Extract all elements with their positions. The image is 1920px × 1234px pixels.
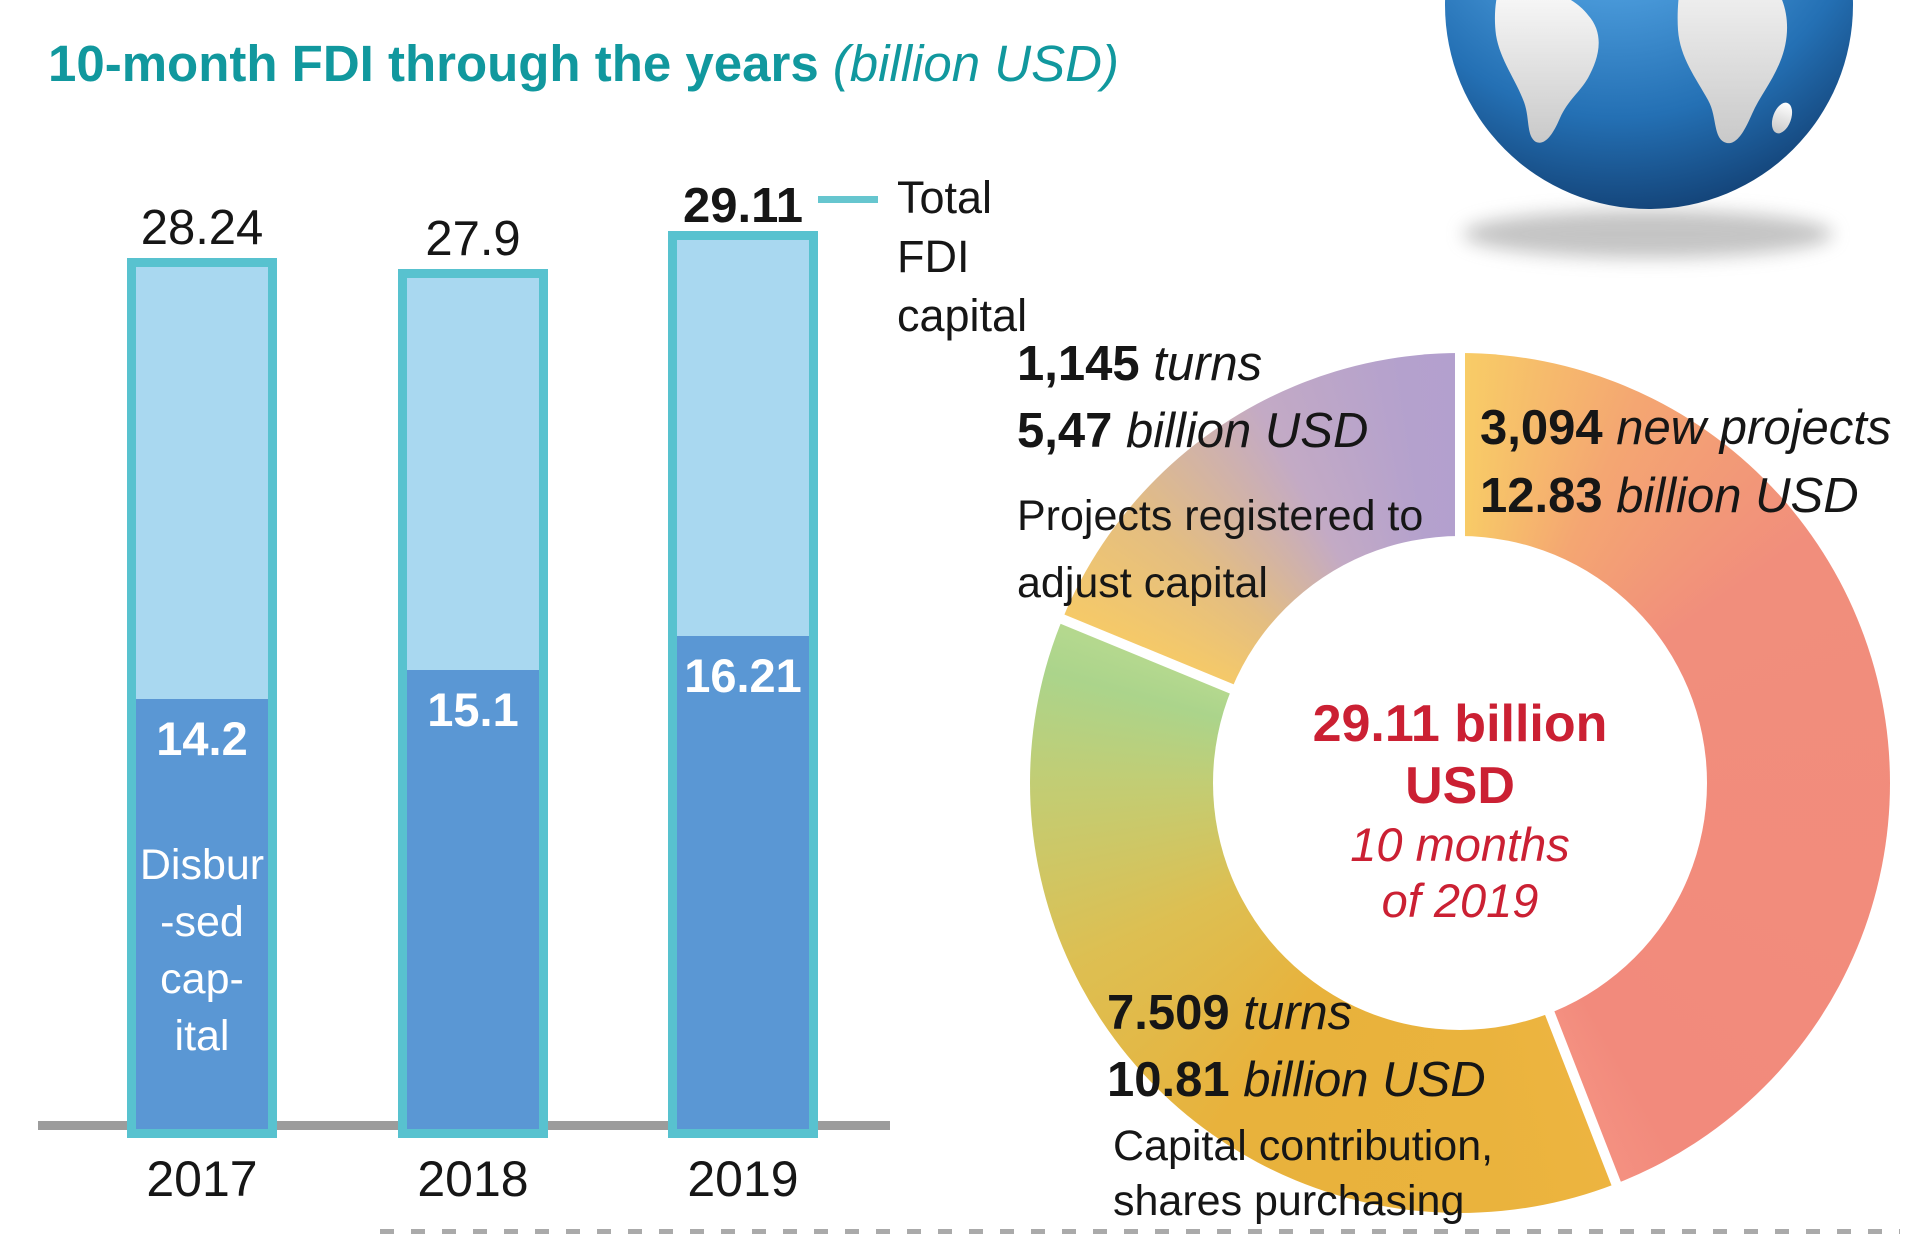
total-fdi-capital-label: Total FDI capital — [897, 168, 1027, 345]
continent-africa — [1677, 0, 1788, 144]
slice-new-projects-count: 3,094 new projects — [1480, 401, 1892, 455]
bar-2017-disbursed-value: 14.2 — [156, 712, 248, 765]
donut-center-period: 10 months — [1350, 818, 1570, 871]
slice-new-projects-value: 12.83 billion USD — [1480, 469, 1859, 523]
donut-center-year: of 2019 — [1381, 874, 1539, 927]
bar-2017: 14.2 Disbur -sed cap-ital — [127, 258, 277, 1138]
page-title-unit: (billion USD) — [832, 35, 1119, 92]
bar-2019: 16.21 — [668, 231, 818, 1138]
bar-2019-total-value: 29.11 — [683, 179, 803, 233]
bar-2017-total-value: 28.24 — [140, 201, 264, 255]
x-axis-label-2017: 2017 — [146, 1151, 258, 1207]
slice-capital-contribution-value: 10.81 billion USD — [1107, 1053, 1486, 1107]
x-axis-label-2019: 2019 — [687, 1151, 799, 1207]
donut-hole — [1213, 536, 1707, 1030]
total-fdi-callout-line — [818, 196, 878, 203]
bar-2018-disbursed-value: 15.1 — [427, 683, 519, 736]
page-title: 10-month FDI through the years (billion U… — [48, 34, 1119, 93]
bar-2019-disbursed-fill: 16.21 — [677, 636, 809, 1129]
globe-icon — [1445, 0, 1853, 258]
slice-capital-contribution-description: Capital contribution, shares purchasing — [1113, 1122, 1494, 1225]
continent-south-america — [1494, 0, 1599, 143]
bar-2019-disbursed-value: 16.21 — [684, 649, 802, 702]
donut-center-total: 29.11 billion — [1312, 695, 1608, 753]
slice-label-capital-contribution: 7.509 turns 10.81 billion USD — [1107, 980, 1486, 1114]
slice-adjust-capital-count: 1,145 turns — [1017, 337, 1263, 391]
bar-2017-disbursed-fill: 14.2 Disbur -sed cap-ital — [136, 699, 268, 1129]
slice-adjust-capital-description: Projects registered to adjust capital — [1017, 492, 1424, 607]
globe-shadow — [1463, 210, 1833, 258]
bar-2018: 15.1 — [398, 269, 548, 1138]
page-title-main: 10-month FDI through the years — [48, 35, 819, 92]
slice-adjust-capital-value: 5,47 billion USD — [1017, 404, 1369, 458]
donut-center-unit: USD — [1405, 757, 1515, 815]
donut-center-label: 29.11 billion USD 10 months of 2019 — [1260, 693, 1660, 929]
total-fdi-capital-label-line: FDI — [897, 231, 970, 282]
bar-2018-total-value: 27.9 — [425, 212, 521, 266]
total-fdi-capital-label-line: capital — [897, 290, 1028, 341]
total-fdi-capital-label-line: Total — [897, 172, 993, 223]
slice-label-new-projects: 3,094 new projects 12.83 billion USD — [1480, 394, 1891, 530]
cropped-next-section — [380, 1229, 1900, 1234]
slice-label-adjust-capital: 1,145 turns 5,47 billion USD — [1017, 331, 1368, 465]
slice-capital-contribution-count: 7.509 turns — [1107, 986, 1353, 1040]
x-axis-label-2018: 2018 — [417, 1151, 529, 1207]
island-madagascar — [1771, 102, 1793, 134]
bar-2018-disbursed-fill: 15.1 — [407, 670, 539, 1129]
disbursed-capital-caption: Disbur -sed cap-ital — [139, 841, 265, 1060]
